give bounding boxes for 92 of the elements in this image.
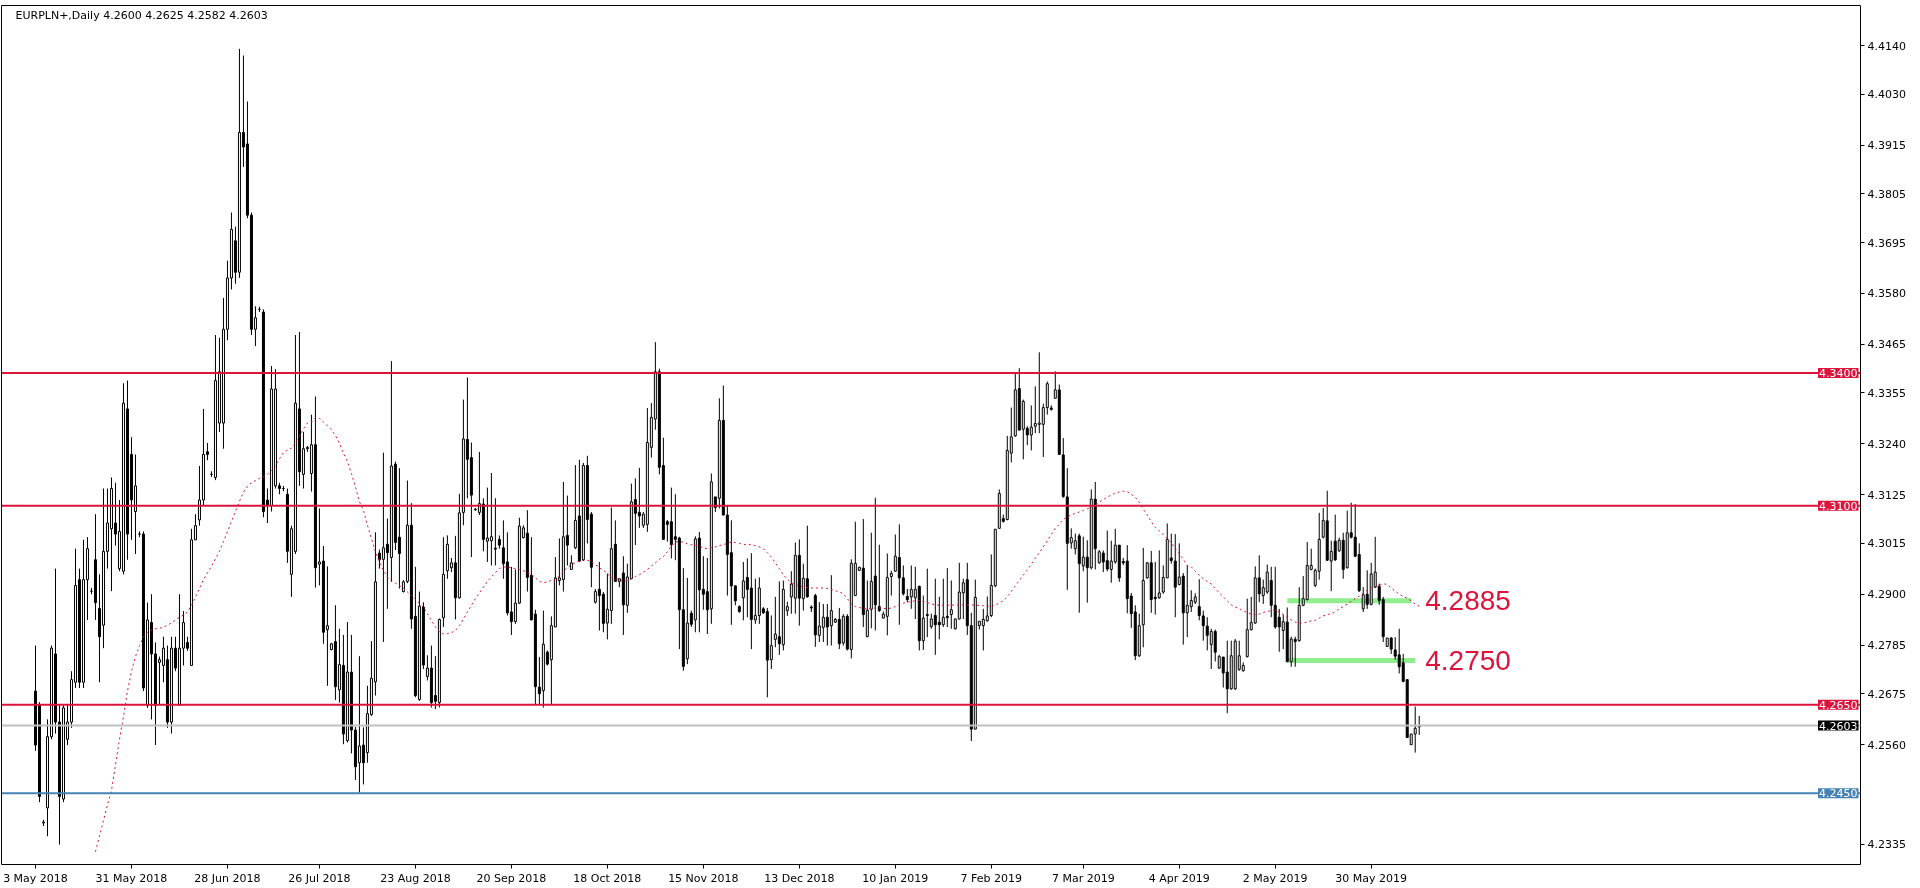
candlestick bbox=[1205, 616, 1209, 651]
candlestick bbox=[1185, 564, 1189, 638]
y-tick-label: 4.3465 bbox=[1867, 338, 1906, 352]
candlestick bbox=[1413, 706, 1417, 754]
candlestick bbox=[493, 497, 497, 566]
candlestick bbox=[933, 578, 937, 656]
candlestick bbox=[1101, 549, 1105, 573]
x-tick-label: 31 May 2018 bbox=[95, 871, 168, 885]
y-tick-label: 4.2560 bbox=[1867, 738, 1906, 752]
candlestick bbox=[1153, 561, 1157, 616]
x-tick-label: 4 Apr 2019 bbox=[1148, 871, 1210, 885]
x-tick-label: 7 Mar 2019 bbox=[1051, 871, 1115, 885]
candlestick bbox=[1033, 385, 1037, 434]
y-tick-label: 4.2675 bbox=[1867, 687, 1906, 701]
candlestick bbox=[1221, 656, 1225, 689]
candlestick bbox=[357, 655, 361, 793]
candlestick bbox=[1273, 566, 1277, 630]
candlestick bbox=[941, 578, 945, 628]
y-tick-label: 4.3355 bbox=[1867, 386, 1906, 400]
x-tick-label: 18 Oct 2018 bbox=[573, 871, 642, 885]
x-tick-label: 2 May 2019 bbox=[1242, 871, 1308, 885]
candlestick bbox=[769, 614, 773, 670]
candlestick bbox=[381, 452, 385, 643]
candlestick bbox=[745, 557, 749, 618]
candlestick bbox=[1333, 514, 1337, 562]
candlestick bbox=[925, 568, 929, 638]
y-tick-label: 4.3695 bbox=[1867, 236, 1906, 250]
candlestick bbox=[485, 487, 489, 563]
candlestick bbox=[805, 525, 809, 599]
y-tick-label: 4.4030 bbox=[1867, 88, 1906, 102]
candlestick bbox=[937, 596, 941, 640]
series-label: 4.2885 bbox=[1425, 585, 1511, 617]
candlestick bbox=[397, 467, 401, 589]
candlestick bbox=[981, 608, 985, 651]
candlestick bbox=[1209, 628, 1213, 670]
y-tick-label: 4.3240 bbox=[1867, 437, 1906, 451]
y-tick-label: 4.2785 bbox=[1867, 639, 1906, 653]
y-tick-label: 4.3805 bbox=[1867, 187, 1906, 201]
candlestick bbox=[1213, 629, 1217, 662]
candlestick bbox=[753, 578, 757, 625]
candlestick bbox=[1201, 610, 1205, 642]
candlestick bbox=[909, 564, 913, 610]
candlestick bbox=[637, 467, 641, 529]
candlestick bbox=[1189, 589, 1193, 613]
ref-line-label: 4.2450 bbox=[1819, 787, 1858, 801]
candlestick bbox=[1037, 351, 1041, 434]
candlestick bbox=[897, 523, 901, 626]
x-tick-label: 23 Aug 2018 bbox=[380, 871, 451, 885]
x-tick-label: 7 Feb 2019 bbox=[960, 871, 1023, 885]
candlestick bbox=[1029, 404, 1033, 451]
y-tick-label: 4.3015 bbox=[1867, 537, 1906, 551]
candlestick bbox=[1109, 540, 1113, 584]
candlestick bbox=[825, 603, 829, 647]
y-tick-label: 4.3580 bbox=[1867, 287, 1906, 301]
ref-line-label: 4.2650 bbox=[1819, 698, 1858, 712]
candlestick bbox=[741, 561, 745, 621]
x-tick-label: 28 Jun 2018 bbox=[194, 871, 261, 885]
candlestick bbox=[1157, 549, 1161, 600]
candlestick bbox=[1225, 640, 1229, 714]
candlestick bbox=[829, 574, 833, 647]
candlestick bbox=[1361, 586, 1365, 613]
candlestick bbox=[821, 603, 825, 643]
candlestick bbox=[597, 561, 601, 632]
candlestick bbox=[889, 570, 893, 597]
x-tick-label: 15 Nov 2018 bbox=[668, 871, 739, 885]
ref-line-label: 4.2603 bbox=[1819, 719, 1858, 733]
chart-title: EURPLN+,Daily 4.2600 4.2625 4.2582 4.2603 bbox=[15, 8, 268, 22]
x-tick-label: 10 Jan 2019 bbox=[862, 871, 929, 885]
ref-line-label: 4.3100 bbox=[1819, 499, 1858, 513]
y-tick-label: 4.2335 bbox=[1867, 838, 1906, 852]
y-tick-label: 4.3125 bbox=[1867, 488, 1906, 502]
candlestick bbox=[1081, 536, 1085, 572]
x-tick-label: 30 May 2019 bbox=[1335, 871, 1408, 885]
candlestick bbox=[1277, 608, 1281, 653]
series-label: 4.2750 bbox=[1425, 645, 1511, 677]
y-tick-label: 4.2900 bbox=[1867, 588, 1906, 602]
candlestick bbox=[1105, 530, 1109, 572]
y-tick-label: 4.4140 bbox=[1867, 39, 1906, 53]
x-tick-label: 26 Jul 2018 bbox=[288, 871, 351, 885]
x-tick-label: 3 May 2018 bbox=[3, 871, 68, 885]
candlestick bbox=[777, 580, 781, 656]
candlestick bbox=[377, 549, 381, 570]
candlestick bbox=[773, 596, 777, 648]
x-tick-label: 13 Dec 2018 bbox=[764, 871, 835, 885]
candlestick bbox=[949, 580, 953, 630]
candlestick bbox=[1365, 569, 1369, 610]
candlestick bbox=[945, 567, 949, 628]
x-tick-label: 20 Sep 2018 bbox=[476, 871, 547, 885]
y-tick-label: 4.3915 bbox=[1867, 139, 1906, 153]
candlestick bbox=[669, 487, 673, 559]
ref-line-label: 4.3400 bbox=[1819, 367, 1858, 381]
candlestick bbox=[489, 472, 493, 566]
